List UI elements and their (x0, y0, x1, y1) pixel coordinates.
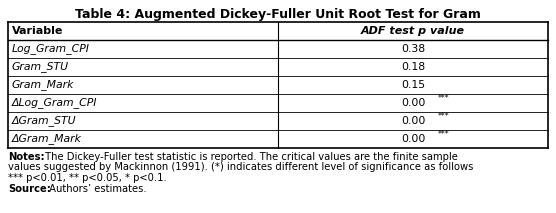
Text: The Dickey-Fuller test statistic is reported. The critical values are the finite: The Dickey-Fuller test statistic is repo… (42, 152, 458, 162)
Text: ΔGram_STU: ΔGram_STU (12, 115, 77, 127)
Text: ΔLog_Gram_CPI: ΔLog_Gram_CPI (12, 98, 97, 108)
Text: 0.15: 0.15 (401, 80, 425, 90)
Text: *** p<0.01, ** p<0.05, * p<0.1.: *** p<0.01, ** p<0.05, * p<0.1. (8, 173, 167, 183)
Text: 0.00: 0.00 (401, 134, 425, 144)
Text: Log_Gram_CPI: Log_Gram_CPI (12, 43, 90, 55)
Text: ADF test p value: ADF test p value (361, 26, 465, 36)
Text: Notes:: Notes: (8, 152, 44, 162)
Text: values suggested by Mackinnon (1991). (*) indicates different level of significa: values suggested by Mackinnon (1991). (*… (8, 163, 473, 173)
Text: ***: *** (438, 112, 450, 121)
Text: 0.00: 0.00 (401, 98, 425, 108)
Text: Variable: Variable (12, 26, 63, 36)
Text: Gram_Mark: Gram_Mark (12, 79, 75, 91)
Text: Authors’ estimates.: Authors’ estimates. (46, 184, 147, 193)
Text: 0.18: 0.18 (401, 62, 425, 72)
Text: ***: *** (438, 130, 450, 139)
Text: Table 4: Augmented Dickey-Fuller Unit Root Test for Gram: Table 4: Augmented Dickey-Fuller Unit Ro… (75, 8, 481, 21)
Text: 0.38: 0.38 (401, 44, 425, 54)
Text: ***: *** (438, 94, 450, 103)
Text: ΔGram_Mark: ΔGram_Mark (12, 134, 82, 144)
Text: 0.00: 0.00 (401, 116, 425, 126)
Text: Source:: Source: (8, 184, 51, 193)
Text: Gram_STU: Gram_STU (12, 62, 69, 72)
